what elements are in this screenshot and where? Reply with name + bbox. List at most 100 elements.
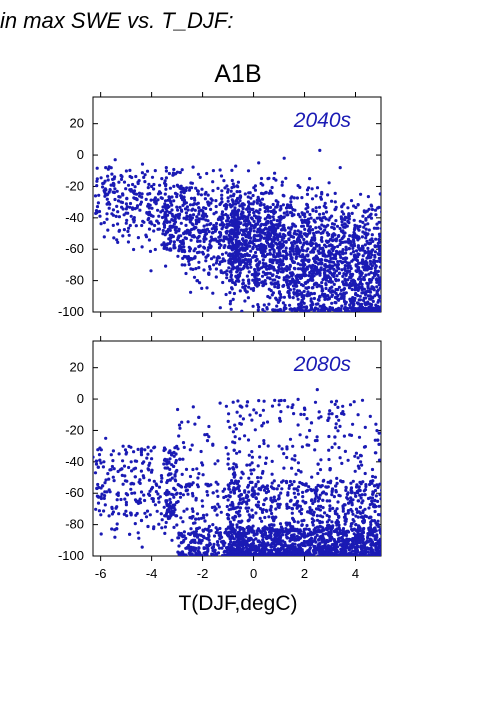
data-point	[215, 259, 219, 263]
data-point	[157, 214, 161, 218]
data-point	[174, 479, 178, 483]
data-point	[287, 486, 291, 490]
data-point	[164, 217, 168, 221]
data-point	[247, 210, 252, 214]
data-point	[237, 540, 241, 544]
data-point	[168, 248, 172, 252]
data-point	[293, 308, 298, 312]
data-point	[282, 310, 286, 312]
data-point	[281, 243, 286, 248]
data-point	[364, 265, 368, 269]
data-point	[383, 252, 386, 255]
data-point	[364, 259, 368, 263]
data-point	[341, 404, 345, 408]
data-point	[162, 246, 166, 250]
data-point	[271, 308, 275, 312]
data-point	[333, 300, 337, 305]
data-point	[321, 309, 325, 312]
data-point	[126, 211, 130, 215]
data-point	[343, 231, 347, 235]
data-point	[121, 192, 125, 196]
data-point	[326, 294, 330, 298]
data-point	[301, 499, 305, 503]
data-point	[309, 499, 314, 503]
data-point	[327, 218, 331, 222]
data-point	[224, 292, 228, 297]
data-point	[315, 388, 319, 392]
data-point	[382, 308, 385, 311]
data-point	[383, 250, 386, 253]
data-point	[140, 223, 144, 228]
data-point	[103, 190, 107, 194]
data-point	[229, 307, 233, 311]
data-point	[278, 246, 282, 250]
data-point	[326, 274, 330, 278]
data-point	[373, 255, 377, 259]
data-point	[249, 287, 253, 291]
data-point	[316, 310, 320, 312]
data-point	[305, 523, 309, 528]
data-point	[249, 472, 253, 476]
data-point	[344, 245, 348, 249]
data-point	[247, 278, 251, 282]
data-point	[231, 400, 235, 404]
data-point	[189, 196, 194, 200]
data-point	[334, 399, 339, 403]
data-point	[373, 259, 377, 263]
data-point	[157, 522, 161, 526]
data-point	[383, 526, 386, 529]
data-point	[133, 192, 137, 196]
data-point	[160, 243, 164, 247]
data-point	[290, 241, 294, 245]
data-point	[238, 199, 242, 203]
data-point	[138, 481, 142, 485]
data-point	[278, 502, 282, 506]
data-point	[383, 307, 386, 310]
data-point	[101, 181, 105, 186]
data-point	[221, 216, 225, 220]
data-point	[288, 282, 292, 286]
data-point	[327, 181, 331, 185]
data-point	[99, 222, 103, 226]
data-point	[111, 213, 115, 217]
data-point	[176, 236, 180, 240]
data-point	[125, 197, 129, 201]
data-point	[227, 487, 231, 491]
data-point	[286, 213, 290, 217]
data-point	[374, 422, 378, 426]
data-point	[186, 492, 190, 496]
data-point	[284, 246, 288, 250]
data-point	[355, 224, 359, 228]
data-point	[234, 226, 238, 230]
data-point	[218, 168, 222, 172]
data-point	[282, 240, 286, 244]
data-point	[180, 550, 184, 554]
data-point	[337, 493, 341, 497]
data-point	[275, 275, 279, 279]
data-point	[336, 405, 340, 409]
data-point	[281, 301, 285, 305]
data-point	[253, 267, 257, 272]
data-point	[356, 252, 360, 256]
data-point	[305, 210, 310, 214]
data-point	[127, 233, 131, 237]
data-point	[182, 509, 186, 513]
data-point	[258, 227, 262, 231]
data-point	[292, 292, 296, 296]
data-point	[279, 254, 283, 258]
data-point	[226, 199, 230, 203]
data-point	[329, 256, 333, 261]
data-point	[299, 230, 303, 234]
data-point	[241, 417, 245, 421]
data-point	[376, 288, 380, 292]
data-point	[128, 201, 133, 206]
data-point	[237, 232, 241, 236]
data-point	[98, 214, 102, 218]
data-point	[218, 531, 223, 535]
data-point	[320, 223, 324, 227]
data-point	[347, 246, 351, 251]
data-point	[275, 487, 279, 491]
data-point	[341, 274, 345, 278]
data-point	[211, 180, 215, 184]
